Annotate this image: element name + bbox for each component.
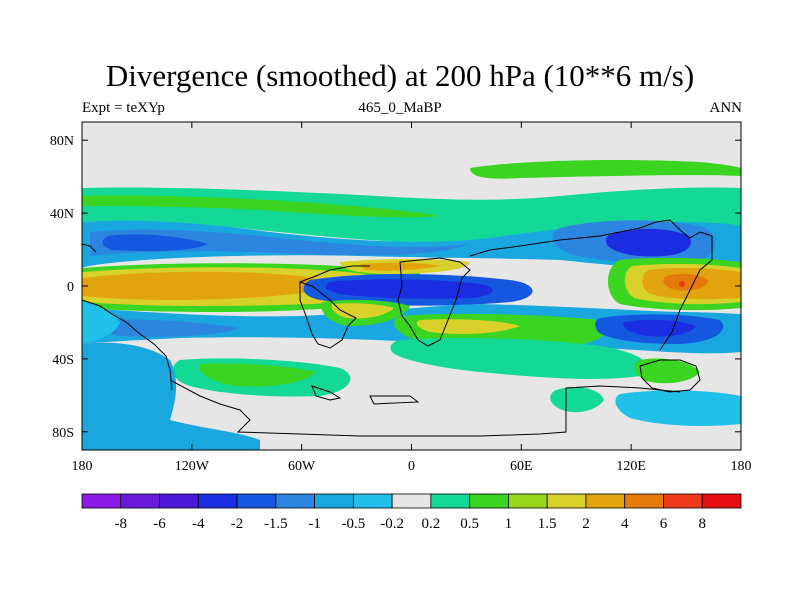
colorbar-label: 0.5 — [460, 516, 479, 532]
coast-africa — [397, 257, 471, 347]
colorbar-swatch — [314, 493, 354, 509]
season-label: ANN — [709, 100, 743, 116]
colorbar-label: 6 — [660, 516, 668, 532]
colorbar-swatch — [663, 493, 703, 509]
coast-patagonia — [311, 385, 342, 401]
colorbar-swatch — [546, 493, 587, 509]
colorbar-swatch — [352, 493, 393, 509]
north-band-lightgreen — [470, 160, 741, 179]
colorbar-label: -0.2 — [380, 516, 404, 532]
atlantic-south-yellow — [331, 303, 394, 319]
y-tick-label: 80S — [52, 426, 74, 441]
colorbar-swatch — [81, 493, 122, 509]
coast-southern-isle — [369, 395, 420, 405]
colorbar-label: 4 — [621, 516, 629, 532]
y-tick-label: 40S — [52, 353, 74, 368]
colorbar-label: 1.5 — [538, 516, 557, 532]
colorbar-swatch — [391, 493, 432, 509]
pacific-southeast-blue — [615, 390, 741, 426]
colorbar-swatch — [159, 493, 199, 509]
colorbar-label: -2 — [231, 516, 244, 532]
colorbar-swatch — [508, 493, 548, 509]
colorbar-label: -8 — [115, 516, 128, 532]
colorbar-label: -1.5 — [264, 516, 288, 532]
atlantic-convergence-core — [325, 279, 493, 299]
x-tick-label: 180 — [731, 459, 752, 474]
asia-convergence-core — [605, 228, 691, 257]
indian-south-green — [390, 338, 648, 379]
indian-ocean-yellow — [416, 319, 520, 334]
colorbar-swatch — [585, 493, 626, 509]
east-south-green — [634, 358, 700, 384]
contour-field — [82, 122, 741, 450]
colorbar-label: 8 — [698, 516, 706, 532]
colorbar-swatch — [120, 493, 160, 509]
x-tick-label: 120E — [616, 459, 646, 474]
axes: 180 120W 60W 0 60E 120E 180 80N 40N 0 40S 80S — [50, 122, 752, 474]
coast-australia — [639, 359, 701, 393]
north-convergence-mid — [90, 229, 470, 256]
colorbar-label: -4 — [192, 516, 205, 532]
antarctic-blue-2 — [82, 300, 120, 344]
colorbar-label: -0.5 — [341, 516, 365, 532]
colorbar-swatch — [701, 493, 742, 509]
colorbar-label: 1 — [505, 516, 513, 532]
coast-south-america — [299, 281, 357, 349]
chart-title: Divergence (smoothed) at 200 hPa (10**6 … — [105, 58, 695, 93]
colorbar-label: -1 — [308, 516, 321, 532]
colorbar-label: -6 — [153, 516, 166, 532]
x-tick-label: 180 — [72, 459, 93, 474]
colorbar-swatch — [275, 493, 315, 509]
coast-asia — [469, 219, 713, 351]
wpac-maximum — [679, 281, 685, 287]
colorbar-label: 0.2 — [422, 516, 441, 532]
coast-antarctica — [169, 379, 681, 437]
north-pacific-core — [102, 234, 208, 252]
south-pacific-green — [550, 387, 604, 413]
x-tick-label: 120W — [175, 459, 210, 474]
coast-pacific-west — [82, 299, 173, 391]
colorbar-swatch — [430, 493, 471, 509]
coast-north-pacific — [82, 243, 97, 253]
x-tick-label: 0 — [408, 459, 415, 474]
x-tick-label: 60W — [288, 459, 316, 474]
colorbar-swatch — [236, 493, 277, 509]
experiment-label: Expt = teXYp — [82, 100, 165, 116]
southern-midlat-lightgreen — [199, 363, 316, 387]
colorbar-swatch — [624, 493, 664, 509]
south-pacific-mid — [98, 319, 240, 337]
coast-central-america — [299, 265, 370, 283]
antarctic-blue — [82, 342, 260, 450]
colorbar-swatch — [197, 493, 238, 509]
wpac-red — [663, 273, 708, 291]
colorbar: -8 -6 -4 -2 -1.5 -1 -0.5 -0.2 0.2 0.5 1 1.5 2 4 6 8 — [81, 493, 742, 532]
equatorial-pacific-divergence — [82, 271, 325, 300]
coastlines — [82, 219, 713, 437]
colorbar-label: 2 — [582, 516, 590, 532]
y-tick-label: 80N — [50, 134, 74, 149]
north-band-lightgreen-2 — [82, 195, 440, 218]
period-label: 465_0_MaBP — [358, 100, 442, 116]
y-tick-label: 40N — [50, 207, 74, 222]
x-tick-label: 60E — [510, 459, 533, 474]
y-tick-label: 0 — [67, 280, 74, 295]
colorbar-swatch — [469, 493, 509, 509]
southern-convergence-dark — [623, 319, 696, 337]
